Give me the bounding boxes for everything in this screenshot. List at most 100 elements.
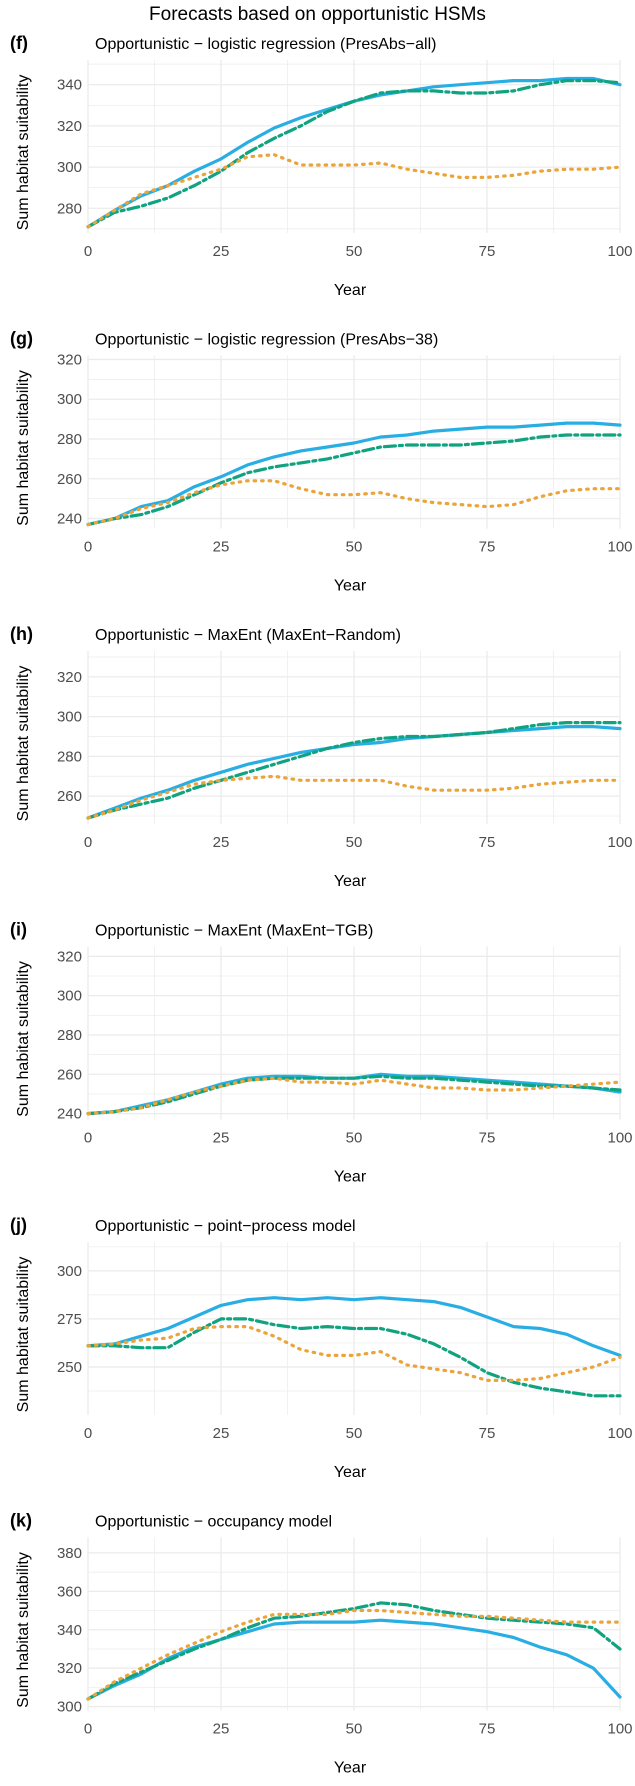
x-tick-label: 75 <box>479 539 496 556</box>
y-tick-label: 320 <box>57 351 82 368</box>
y-tick-label: 280 <box>57 748 82 765</box>
x-axis-label: Year <box>334 1760 367 1777</box>
x-tick-label: 25 <box>213 1721 230 1738</box>
y-tick-label: 280 <box>57 431 82 448</box>
x-tick-label: 50 <box>346 1425 363 1442</box>
panel-letter: (j) <box>10 1215 27 1235</box>
series-line-dotted <box>86 479 622 527</box>
series-line-dotted <box>86 1324 622 1383</box>
y-tick-label: 320 <box>57 118 82 135</box>
panel-title: Opportunistic − logistic regression (Pre… <box>95 332 438 349</box>
series-line-solid <box>86 421 622 527</box>
chart-panel: 0 25 50 75 100 280 300 320 340 (f) Opportunistic −… <box>10 33 633 299</box>
x-tick-label: 100 <box>607 1425 632 1442</box>
panel-letter: (g) <box>10 329 33 349</box>
x-tick-label: 50 <box>346 1721 363 1738</box>
x-tick-label: 100 <box>607 243 632 260</box>
x-tick-label: 100 <box>607 539 632 556</box>
y-axis-label: Sum habitat suitability <box>15 961 32 1117</box>
y-tick-label: 260 <box>57 788 82 805</box>
y-tick-label: 340 <box>57 1622 82 1639</box>
x-tick-label: 25 <box>213 834 230 851</box>
x-tick-label: 25 <box>213 539 230 556</box>
x-tick-label: 50 <box>346 834 363 851</box>
x-tick-label: 0 <box>84 1425 92 1442</box>
x-tick-label: 100 <box>607 834 632 851</box>
y-axis-label: Sum habitat suitability <box>15 370 32 526</box>
x-axis-label: Year <box>334 1464 367 1481</box>
y-tick-label: 260 <box>57 471 82 488</box>
x-tick-label: 0 <box>84 539 92 556</box>
x-tick-label: 0 <box>84 834 92 851</box>
x-tick-label: 25 <box>213 1425 230 1442</box>
figure-title: Forecasts based on opportunistic HSMs <box>149 4 486 25</box>
y-tick-label: 300 <box>57 709 82 726</box>
x-tick-label: 0 <box>84 1130 92 1147</box>
x-tick-label: 25 <box>213 243 230 260</box>
series-line-dotted <box>86 153 622 229</box>
x-tick-label: 50 <box>346 539 363 556</box>
y-tick-label: 340 <box>57 77 82 94</box>
y-tick-label: 300 <box>57 391 82 408</box>
x-tick-label: 50 <box>346 1130 363 1147</box>
x-axis-label: Year <box>334 873 367 890</box>
x-axis-label: Year <box>334 282 367 299</box>
panel-letter: (h) <box>10 624 33 644</box>
y-axis-label: Sum habitat suitability <box>15 75 32 231</box>
y-tick-label: 300 <box>57 1699 82 1716</box>
x-tick-label: 75 <box>479 1425 496 1442</box>
series-line-dotted <box>86 1608 622 1701</box>
x-tick-label: 0 <box>84 1721 92 1738</box>
x-tick-label: 75 <box>479 1721 496 1738</box>
y-tick-label: 320 <box>57 1660 82 1677</box>
y-tick-label: 260 <box>57 1066 82 1083</box>
y-tick-label: 240 <box>57 511 82 528</box>
x-tick-label: 75 <box>479 243 496 260</box>
series-line-dashdot <box>86 78 622 229</box>
x-tick-label: 25 <box>213 1130 230 1147</box>
chart-panel: 0 25 50 75 100 260 280 300 320 (h) Opportunistic −… <box>10 624 633 890</box>
panel-title: Opportunistic − MaxEnt (MaxEnt−TGB) <box>95 923 373 940</box>
y-tick-label: 280 <box>57 1027 82 1044</box>
series-line-solid <box>86 1296 622 1358</box>
y-tick-label: 380 <box>57 1545 82 1562</box>
x-axis-label: Year <box>334 1169 367 1186</box>
series-line-dashdot <box>86 1317 622 1398</box>
series-line-dotted <box>86 1076 622 1116</box>
y-tick-label: 300 <box>57 159 82 176</box>
y-axis-label: Sum habitat suitability <box>15 1552 32 1708</box>
y-tick-label: 320 <box>57 669 82 686</box>
y-tick-label: 360 <box>57 1583 82 1600</box>
y-tick-label: 280 <box>57 200 82 217</box>
y-axis-label: Sum habitat suitability <box>15 666 32 822</box>
panel-letter: (f) <box>10 33 28 53</box>
panel-letter: (k) <box>10 1511 32 1531</box>
x-tick-label: 75 <box>479 1130 496 1147</box>
x-tick-label: 75 <box>479 834 496 851</box>
panel-title: Opportunistic − point−process model <box>95 1218 356 1235</box>
x-axis-label: Year <box>334 578 367 595</box>
y-tick-label: 300 <box>57 1263 82 1280</box>
series-line-dashdot <box>86 1074 622 1116</box>
panel-title: Opportunistic − MaxEnt (MaxEnt−Random) <box>95 627 401 644</box>
y-axis-label: Sum habitat suitability <box>15 1257 32 1413</box>
y-tick-label: 250 <box>57 1359 82 1376</box>
panel-title: Opportunistic − logistic regression (Pre… <box>95 36 436 53</box>
series-line-solid <box>86 724 622 820</box>
y-tick-label: 320 <box>57 948 82 965</box>
x-tick-label: 100 <box>607 1130 632 1147</box>
chart-panel: 0 25 50 75 100 240 260 280 300 320 (i) Opportunisti… <box>10 920 633 1186</box>
series-line-dashdot <box>86 433 622 527</box>
y-tick-label: 300 <box>57 988 82 1005</box>
series-line-solid <box>86 1618 622 1701</box>
x-tick-label: 100 <box>607 1721 632 1738</box>
chart-panel: 0 25 50 75 100 300 320 340 360 380 (k) Opportunisti… <box>10 1511 633 1777</box>
x-tick-label: 50 <box>346 243 363 260</box>
y-tick-label: 240 <box>57 1106 82 1123</box>
chart-panel: 0 25 50 75 100 250 275 300 (j) Opportunistic − po… <box>10 1215 633 1481</box>
series-line-dashdot <box>86 1601 622 1701</box>
series-line-dashdot <box>86 720 622 820</box>
y-tick-label: 275 <box>57 1311 82 1328</box>
chart-panel: 0 25 50 75 100 240 260 280 300 320 (g) Opportunisti… <box>10 329 633 595</box>
